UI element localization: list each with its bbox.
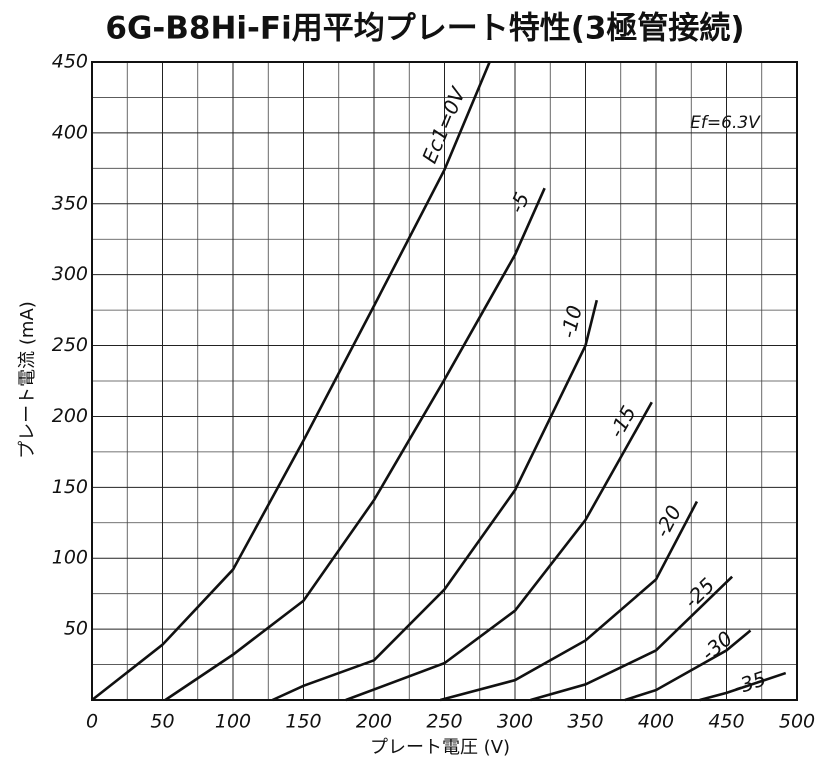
curve-label: -15 xyxy=(604,402,641,442)
annotation: Ef=6.3V xyxy=(690,113,761,133)
x-tick-label: 500 xyxy=(779,711,815,733)
y-axis-label: プレート電流 (mA) xyxy=(17,301,38,459)
y-tick-label: 450 xyxy=(52,51,88,73)
x-tick-label: 50 xyxy=(150,711,174,733)
curve xyxy=(345,401,653,702)
curve-label: -30 xyxy=(697,626,737,665)
curve xyxy=(699,671,787,702)
y-tick-label: 250 xyxy=(52,334,88,356)
curve xyxy=(271,299,599,702)
x-tick-label: 250 xyxy=(426,711,462,733)
x-tick-label: 350 xyxy=(567,711,603,733)
x-axis-label: プレート電圧 (V) xyxy=(370,737,510,758)
x-tick-label: 400 xyxy=(638,711,674,733)
x-tick-label: 300 xyxy=(497,711,533,733)
y-tick-label: 350 xyxy=(52,192,88,214)
curve-label: -20 xyxy=(650,501,686,541)
x-tick-label: 150 xyxy=(285,711,321,733)
x-tick-label: 0 xyxy=(86,711,98,733)
y-tick-label: 300 xyxy=(52,263,88,285)
y-tick-label: 400 xyxy=(52,121,88,143)
curve-label: -35 xyxy=(730,666,769,699)
curve-label: -5 xyxy=(504,189,534,217)
x-tick-label: 100 xyxy=(215,711,251,733)
curve xyxy=(624,629,752,702)
curve-label: -10 xyxy=(556,303,587,340)
chart-title: 6G-B8Hi-Fi用平均プレート特性(3極管接続) xyxy=(105,11,744,47)
x-tick-label: 200 xyxy=(356,711,392,733)
curve xyxy=(530,575,734,702)
x-tick-label: 450 xyxy=(708,711,744,733)
y-tick-label: 100 xyxy=(52,547,88,569)
y-tick-label: 50 xyxy=(64,618,88,640)
curve xyxy=(91,61,491,702)
y-tick-label: 150 xyxy=(52,476,88,498)
curve xyxy=(439,500,699,702)
y-tick-label: 200 xyxy=(52,405,88,427)
curve-label: -25 xyxy=(679,573,719,613)
curve xyxy=(164,187,546,702)
